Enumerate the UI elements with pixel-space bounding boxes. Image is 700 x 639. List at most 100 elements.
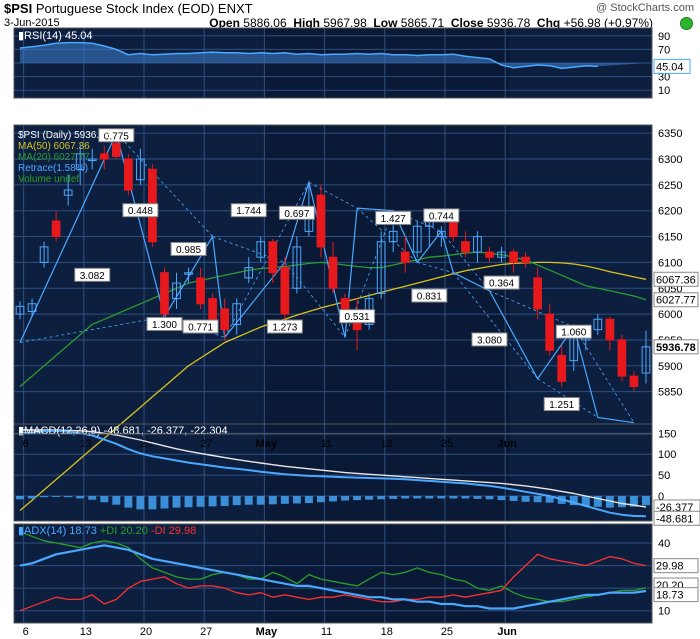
macd-histogram-bar bbox=[268, 495, 277, 505]
candle bbox=[39, 246, 49, 263]
y-tick-label: 10 bbox=[658, 606, 670, 618]
retrace-label: 0.448 bbox=[128, 206, 153, 217]
rsi-line bbox=[19, 41, 598, 70]
macd-histogram-bar bbox=[232, 495, 241, 506]
retrace-label-box bbox=[146, 316, 183, 331]
macd-histogram-bar bbox=[461, 495, 470, 499]
macd-histogram-bar bbox=[353, 495, 362, 501]
rsi-value-box bbox=[653, 58, 691, 74]
macd-histogram-bar bbox=[316, 495, 325, 503]
y-tick-label: 6150 bbox=[658, 232, 682, 244]
candle bbox=[388, 230, 398, 243]
retrace-label: 1.427 bbox=[381, 214, 406, 225]
plus-di-line bbox=[19, 531, 647, 603]
candle bbox=[15, 305, 25, 315]
retrace-label: 3.080 bbox=[477, 335, 502, 346]
retrace-label: 0.985 bbox=[176, 245, 201, 256]
candle bbox=[376, 241, 386, 294]
macd-histogram-bar bbox=[329, 495, 337, 502]
macd-histogram-bar bbox=[377, 495, 386, 500]
retrace-dashed bbox=[453, 272, 538, 379]
retrace-label-box bbox=[411, 288, 448, 303]
macd-histogram-bar bbox=[509, 495, 518, 501]
ma20-value-label: 6027.77 bbox=[656, 295, 696, 307]
retrace-label-box bbox=[543, 397, 580, 412]
y-tick-label: 6250 bbox=[658, 180, 682, 192]
macd-histogram-bar bbox=[124, 495, 133, 508]
retrace-label: 0.771 bbox=[188, 323, 213, 334]
retrace-label: 1.273 bbox=[272, 323, 297, 334]
low-label: Low bbox=[373, 16, 398, 30]
retrace-label: 1.744 bbox=[236, 206, 261, 217]
retrace-dashed bbox=[284, 262, 346, 338]
y-tick-label: 100 bbox=[658, 449, 676, 461]
close-value: 5936.78 bbox=[486, 16, 531, 30]
may-shade bbox=[264, 424, 510, 521]
y-tick-label: 150 bbox=[658, 428, 676, 440]
retrace-dashed bbox=[212, 236, 285, 263]
y-tick-label: 0 bbox=[658, 491, 664, 503]
candle bbox=[412, 225, 422, 253]
ohlc-summary: Open 5886.06 High 5967.98 Low 5865.71 Cl… bbox=[209, 16, 653, 30]
retrace-label: 0.775 bbox=[104, 131, 129, 142]
x-tick-label: 27 bbox=[200, 626, 212, 638]
symbol: $PSI bbox=[4, 1, 33, 16]
close-label: Close bbox=[450, 16, 484, 30]
macd-histogram-bar bbox=[437, 495, 446, 499]
candle bbox=[473, 236, 482, 253]
x-tick-label: 13 bbox=[80, 626, 92, 638]
macd-histogram-bar bbox=[304, 495, 313, 504]
x-tick-label: 6 bbox=[23, 626, 29, 638]
macd-histogram-bar bbox=[533, 495, 542, 503]
macd-histogram-bar bbox=[16, 495, 24, 500]
watermark: @ StockCharts.com bbox=[596, 2, 694, 14]
macd-histogram-bar bbox=[292, 495, 301, 504]
macd-histogram-bar bbox=[40, 495, 49, 498]
y-tick-label: 5850 bbox=[658, 387, 682, 399]
macd-histogram-bar bbox=[569, 495, 578, 506]
macd-histogram-bar bbox=[52, 495, 61, 497]
candle bbox=[280, 267, 290, 315]
x-tick-label: 27 bbox=[200, 438, 212, 450]
retrace-label-box bbox=[278, 205, 315, 220]
green-dot-icon bbox=[680, 17, 693, 30]
y-tick-label: 30 bbox=[658, 72, 670, 84]
y-tick-label: 90 bbox=[658, 31, 670, 43]
candle bbox=[533, 277, 542, 310]
macd-histogram-bar bbox=[449, 495, 458, 499]
candle bbox=[593, 318, 603, 331]
candle bbox=[641, 346, 651, 374]
macd-histogram-bar bbox=[617, 495, 626, 508]
chart-header: $PSI Portuguese Stock Index (EOD) ENXT bbox=[4, 1, 253, 16]
candle bbox=[629, 375, 639, 387]
candle bbox=[220, 308, 230, 331]
macd-histogram-bar bbox=[220, 495, 229, 506]
candle bbox=[63, 189, 73, 196]
minus-di-line bbox=[19, 553, 647, 612]
macd-histogram-bar bbox=[497, 495, 506, 501]
macd-histogram-bar bbox=[160, 495, 169, 509]
macd-histogram-bar bbox=[256, 495, 265, 505]
x-tick-label: 25 bbox=[441, 438, 453, 450]
macd-histogram-bar bbox=[581, 495, 590, 506]
retrace-label-box bbox=[230, 203, 267, 218]
candle bbox=[316, 194, 326, 248]
high-label: High bbox=[293, 16, 321, 30]
retrace-dashed bbox=[573, 326, 635, 423]
retrace-label: 0.364 bbox=[489, 279, 514, 290]
macd-histogram-bar bbox=[76, 495, 85, 499]
retrace-label: 0.697 bbox=[284, 209, 309, 220]
candle bbox=[160, 272, 169, 315]
y-tick-label: 50 bbox=[658, 470, 670, 482]
candle bbox=[196, 277, 205, 305]
macd-histogram-bar bbox=[521, 495, 530, 502]
high-value: 5967.98 bbox=[323, 16, 367, 30]
candle bbox=[99, 153, 109, 160]
macd-histogram-bar bbox=[172, 495, 181, 508]
x-tick-label: 18 bbox=[381, 438, 393, 450]
retrace-label-box bbox=[423, 208, 460, 223]
minus-di-value-label-box bbox=[653, 558, 699, 574]
x-tick-label: 11 bbox=[321, 626, 332, 638]
retrace-label-box bbox=[182, 319, 219, 334]
